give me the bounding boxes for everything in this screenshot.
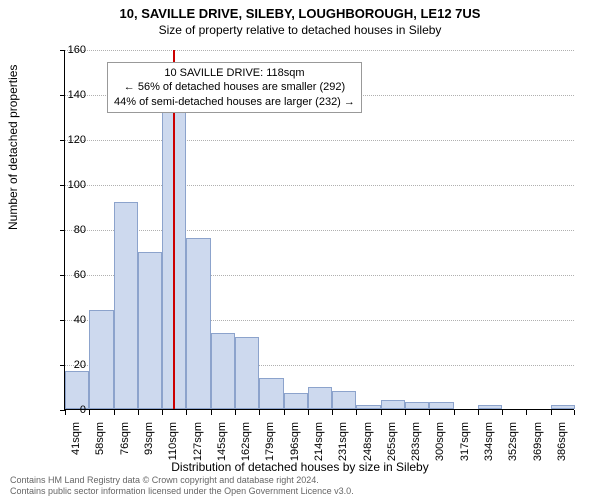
xtick-mark — [381, 410, 382, 415]
xtick-mark — [89, 410, 90, 415]
ytick-mark — [60, 365, 65, 366]
histogram-bar — [308, 387, 332, 410]
histogram-bar — [138, 252, 162, 410]
histogram-bar — [551, 405, 575, 410]
xtick-mark — [186, 410, 187, 415]
chart-area: 10 SAVILLE DRIVE: 118sqm← 56% of detache… — [64, 50, 574, 410]
title-subtitle: Size of property relative to detached ho… — [0, 23, 600, 37]
ytick-label: 60 — [74, 269, 86, 281]
xtick-label: 145sqm — [216, 422, 228, 472]
xtick-label: 41sqm — [70, 422, 82, 472]
xtick-label: 386sqm — [556, 422, 568, 472]
ytick-label: 160 — [68, 44, 86, 56]
xtick-mark — [356, 410, 357, 415]
xtick-label: 248sqm — [362, 422, 374, 472]
ytick-label: 40 — [74, 314, 86, 326]
histogram-bar — [259, 378, 283, 410]
ytick-label: 80 — [74, 224, 86, 236]
grid-line — [65, 230, 574, 231]
histogram-bar — [89, 310, 113, 409]
title-block: 10, SAVILLE DRIVE, SILEBY, LOUGHBOROUGH,… — [0, 0, 600, 37]
xtick-label: 334sqm — [483, 422, 495, 472]
xtick-mark — [332, 410, 333, 415]
annotation-line1: 10 SAVILLE DRIVE: 118sqm — [114, 66, 355, 80]
footer-line1: Contains HM Land Registry data © Crown c… — [10, 475, 354, 486]
ytick-label: 0 — [80, 404, 86, 416]
xtick-mark — [65, 410, 66, 415]
annotation-line3: 44% of semi-detached houses are larger (… — [114, 95, 355, 109]
histogram-bar — [114, 202, 138, 409]
xtick-label: 231sqm — [337, 422, 349, 472]
xtick-mark — [162, 410, 163, 415]
histogram-bar — [284, 393, 308, 409]
xtick-mark — [259, 410, 260, 415]
xtick-mark — [574, 410, 575, 415]
grid-line — [65, 185, 574, 186]
histogram-bar — [429, 402, 453, 409]
xtick-label: 265sqm — [386, 422, 398, 472]
grid-line — [65, 140, 574, 141]
xtick-mark — [284, 410, 285, 415]
xtick-mark — [405, 410, 406, 415]
annotation-box: 10 SAVILLE DRIVE: 118sqm← 56% of detache… — [107, 62, 362, 113]
xtick-label: 127sqm — [192, 422, 204, 472]
histogram-bar — [186, 238, 210, 409]
footer-line2: Contains public sector information licen… — [10, 486, 354, 497]
histogram-bar — [478, 405, 502, 410]
y-axis-label: Number of detached properties — [6, 65, 20, 230]
xtick-mark — [454, 410, 455, 415]
grid-line — [65, 50, 574, 51]
xtick-label: 300sqm — [434, 422, 446, 472]
xtick-label: 283sqm — [410, 422, 422, 472]
xtick-label: 58sqm — [94, 422, 106, 472]
xtick-label: 93sqm — [143, 422, 155, 472]
histogram-bar — [211, 333, 235, 410]
xtick-mark — [551, 410, 552, 415]
xtick-label: 369sqm — [532, 422, 544, 472]
ytick-mark — [60, 230, 65, 231]
ytick-mark — [60, 50, 65, 51]
histogram-bar — [235, 337, 259, 409]
xtick-mark — [211, 410, 212, 415]
xtick-label: 162sqm — [240, 422, 252, 472]
xtick-mark — [114, 410, 115, 415]
ytick-mark — [60, 140, 65, 141]
histogram-bar — [332, 391, 356, 409]
histogram-bar — [356, 405, 380, 410]
ytick-label: 120 — [68, 134, 86, 146]
ytick-mark — [60, 185, 65, 186]
annotation-line2: ← 56% of detached houses are smaller (29… — [114, 80, 355, 94]
xtick-label: 317sqm — [459, 422, 471, 472]
title-address: 10, SAVILLE DRIVE, SILEBY, LOUGHBOROUGH,… — [0, 6, 600, 21]
xtick-label: 76sqm — [119, 422, 131, 472]
xtick-mark — [308, 410, 309, 415]
xtick-mark — [502, 410, 503, 415]
ytick-mark — [60, 320, 65, 321]
histogram-bar — [405, 402, 429, 409]
xtick-mark — [429, 410, 430, 415]
xtick-label: 110sqm — [167, 422, 179, 472]
histogram-bar — [381, 400, 405, 409]
xtick-label: 179sqm — [264, 422, 276, 472]
xtick-label: 196sqm — [289, 422, 301, 472]
ytick-mark — [60, 95, 65, 96]
ytick-label: 140 — [68, 89, 86, 101]
xtick-mark — [526, 410, 527, 415]
xtick-mark — [478, 410, 479, 415]
ytick-label: 100 — [68, 179, 86, 191]
xtick-mark — [235, 410, 236, 415]
xtick-label: 214sqm — [313, 422, 325, 472]
plot-region: 10 SAVILLE DRIVE: 118sqm← 56% of detache… — [64, 50, 574, 410]
xtick-label: 352sqm — [507, 422, 519, 472]
xtick-mark — [138, 410, 139, 415]
ytick-label: 20 — [74, 359, 86, 371]
ytick-mark — [60, 275, 65, 276]
footer-attribution: Contains HM Land Registry data © Crown c… — [10, 475, 354, 497]
